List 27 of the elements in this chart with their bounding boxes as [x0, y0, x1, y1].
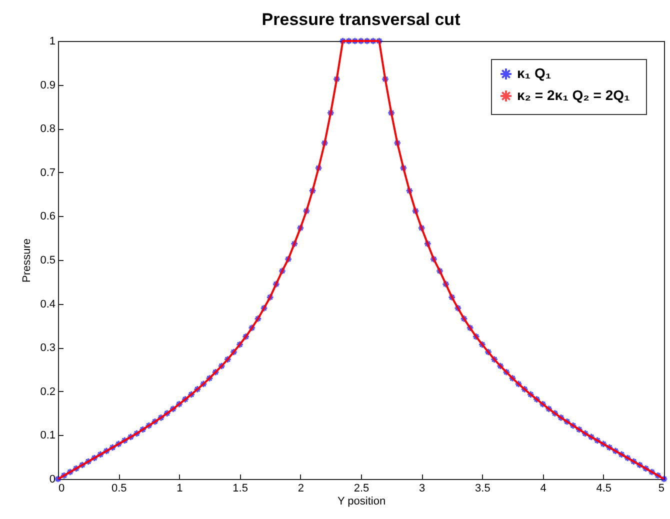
x-tick-label: 2.5: [354, 482, 370, 494]
x-tick-label: 5: [658, 482, 664, 494]
y-tick-label: 0.8: [40, 123, 56, 136]
x-tick-label: 0.5: [111, 482, 127, 494]
y-tick-label: 0.3: [40, 342, 56, 354]
y-tick-label: 0.9: [40, 79, 56, 92]
x-tick-label: 1.5: [232, 482, 248, 494]
x-tick-label: 3.5: [475, 482, 490, 494]
x-tick-label: 2: [298, 482, 304, 494]
y-tick-label: 0.6: [40, 210, 56, 223]
legend-label: κ₂ = 2κ₁ Q₂ = 2Q₁: [517, 87, 630, 103]
y-tick-label: 0.1: [40, 430, 56, 442]
y-tick-label: 0.5: [40, 254, 56, 266]
y-tick-label: 0: [49, 474, 56, 486]
legend-label: κ₁ Q₁: [517, 65, 552, 81]
x-tick-label: 4.5: [596, 482, 612, 494]
y-tick-label: 0.7: [40, 166, 56, 179]
y-tick-label: 0.4: [40, 298, 56, 310]
x-tick-label: 4: [540, 482, 546, 494]
y-tick-label: 0.2: [40, 386, 56, 398]
x-tick-label: 3: [419, 482, 426, 494]
x-axis-title: Y position: [337, 496, 386, 508]
x-tick-label: 0: [58, 482, 65, 494]
y-tick-label: 1: [49, 36, 56, 48]
chart-title: Pressure transversal cut: [262, 10, 461, 29]
x-tick-label: 1: [176, 482, 183, 494]
y-axis-title: Pressure: [21, 238, 34, 283]
